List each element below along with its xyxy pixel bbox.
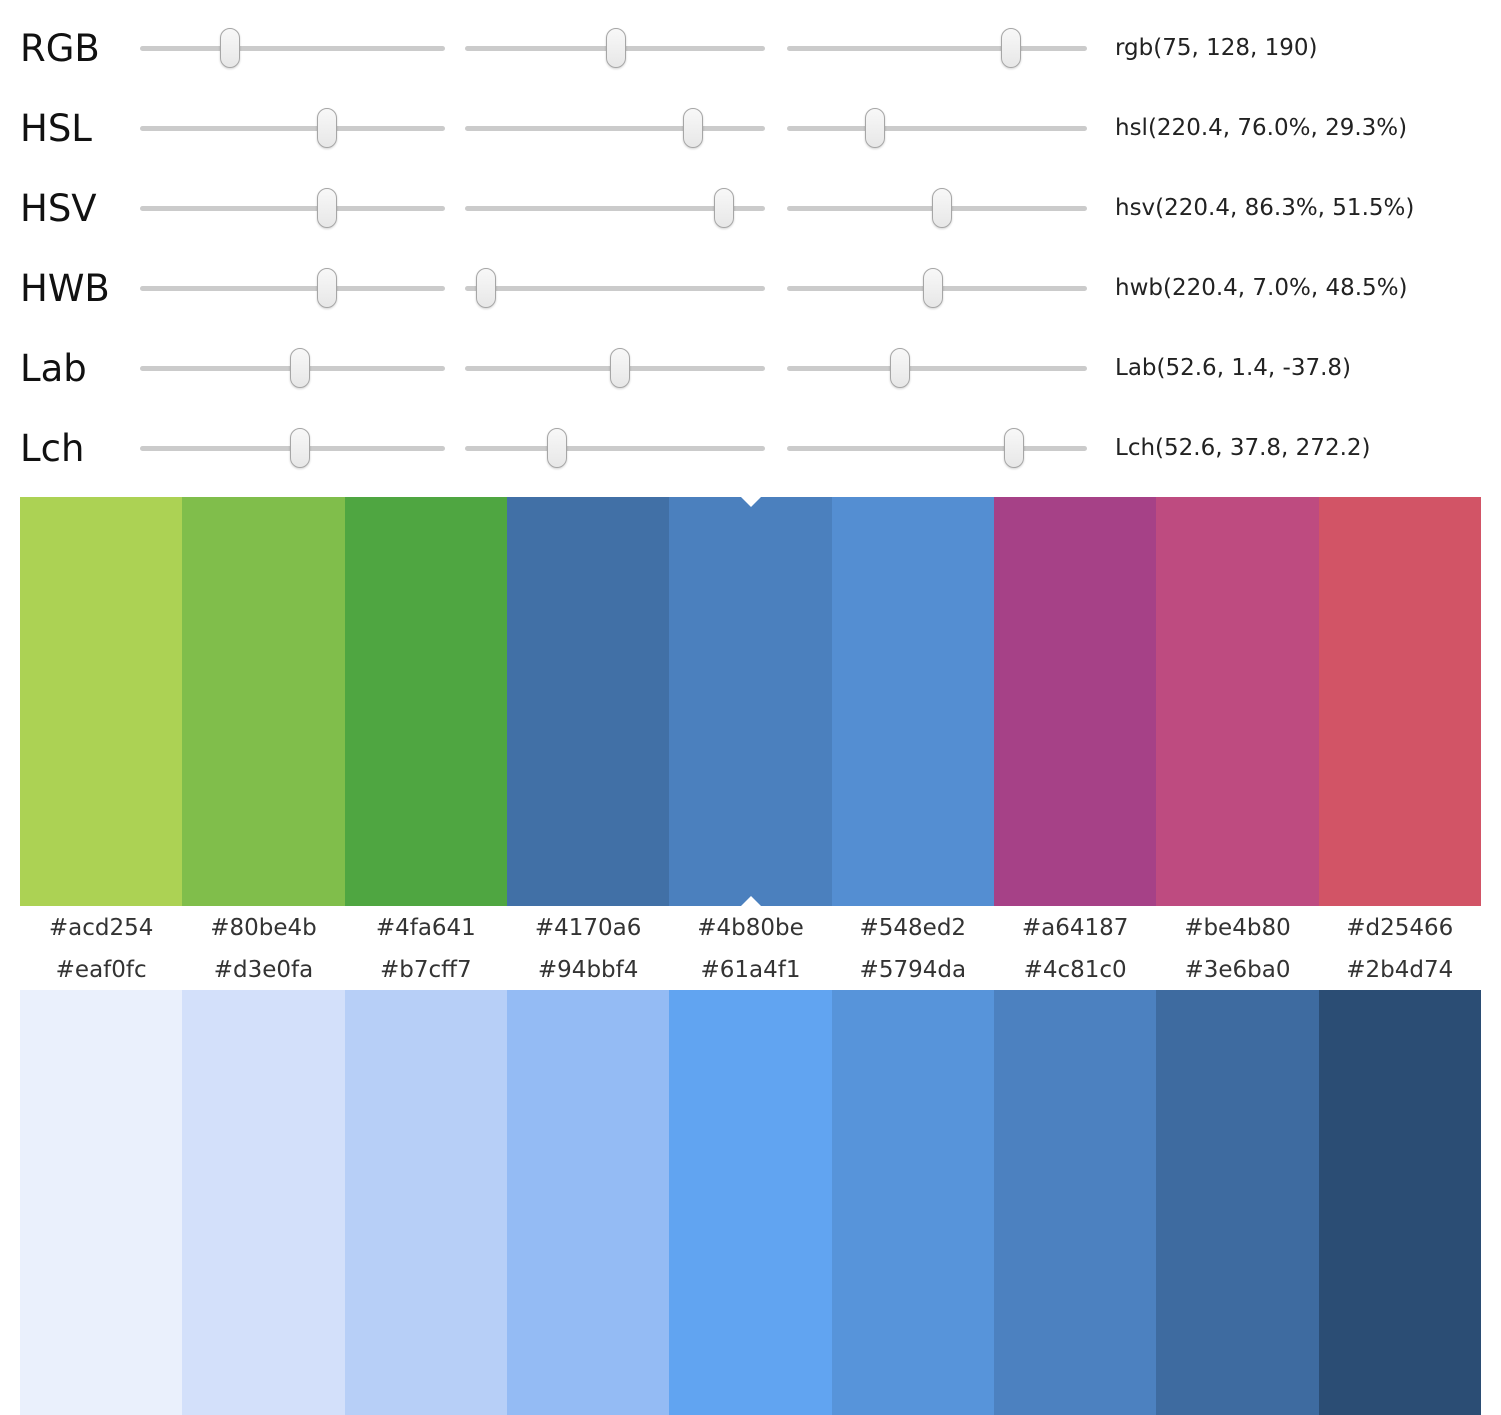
hsl-slider-track-3[interactable] [787, 108, 1087, 148]
hwb-slider-thumb-2[interactable] [476, 268, 496, 308]
tint-hex-label-6: #5794da [859, 957, 967, 983]
lab-slider-thumb-1[interactable] [290, 348, 311, 388]
colorspace-label-rgb: RGB [20, 26, 100, 70]
colorspace-label-lab: Lab [20, 346, 87, 390]
hue-hex-label-7: #a64187 [1021, 915, 1129, 941]
rgb-slider-track-1[interactable] [140, 28, 445, 68]
rgb-slider-track-2[interactable] [465, 28, 765, 68]
hwb-slider-track-2[interactable] [465, 268, 765, 308]
slider-row-hwb: HWB hwb(220.4, 7.0%, 48.5%) [0, 248, 1501, 328]
tint-swatch-1[interactable] [20, 990, 183, 1415]
hue-hex-label-3: #4fa641 [375, 915, 476, 941]
colorspace-label-lch: Lch [20, 426, 85, 470]
hue-hex-label-9: #d25466 [1346, 915, 1454, 941]
slider-row-hsv: HSV hsv(220.4, 86.3%, 51.5%) [0, 168, 1501, 248]
hue-swatch-1[interactable] [20, 497, 183, 906]
colorspace-label-hsl: HSL [20, 106, 92, 150]
hue-hex-label-2: #80be4b [210, 915, 317, 941]
lab-value-text: Lab(52.6, 1.4, -37.8) [1115, 355, 1351, 381]
lab-slider-thumb-2[interactable] [609, 348, 630, 388]
hue-swatch-7[interactable] [993, 497, 1157, 906]
lch-value-text: Lch(52.6, 37.8, 272.2) [1115, 435, 1371, 461]
rgb-slider-thumb-3[interactable] [1000, 28, 1021, 68]
tint-swatch-6[interactable] [831, 990, 994, 1415]
lab-slider-track-3[interactable] [787, 348, 1087, 388]
tint-swatch-7[interactable] [993, 990, 1157, 1415]
selected-swatch-notch-top [740, 497, 761, 507]
hsl-slider-thumb-2[interactable] [683, 108, 703, 148]
hue-hex-label-1: #acd254 [48, 915, 154, 941]
tint-hex-label-5: #61a4f1 [700, 957, 801, 983]
hue-swatch-4[interactable] [506, 497, 670, 906]
hue-swatch-2[interactable] [182, 497, 345, 906]
tint-hex-label-2: #d3e0fa [213, 957, 314, 983]
hue-palette-strip [20, 497, 1481, 906]
tint-hex-label-7: #4c81c0 [1023, 957, 1127, 983]
hsl-slider-thumb-3[interactable] [864, 108, 885, 148]
colorspace-label-hsv: HSV [20, 186, 97, 230]
hwb-value-text: hwb(220.4, 7.0%, 48.5%) [1115, 275, 1408, 301]
lab-slider-thumb-3[interactable] [889, 348, 910, 388]
hsv-slider-track-3[interactable] [787, 188, 1087, 228]
slider-row-lab: Lab Lab(52.6, 1.4, -37.8) [0, 328, 1501, 408]
hue-hex-labels: #acd254 #80be4b #4fa641 #4170a6 #4b80be … [20, 906, 1481, 950]
hwb-slider-track-3[interactable] [787, 268, 1087, 308]
hue-hex-label-6: #548ed2 [859, 915, 967, 941]
hsv-slider-thumb-1[interactable] [316, 188, 337, 228]
hwb-slider-thumb-1[interactable] [316, 268, 337, 308]
lch-slider-track-3[interactable] [787, 428, 1087, 468]
lab-slider-track-2[interactable] [465, 348, 765, 388]
hsl-slider-track-2[interactable] [465, 108, 765, 148]
tint-hex-label-4: #94bbf4 [537, 957, 639, 983]
tint-hex-labels: #eaf0fc #d3e0fa #b7cff7 #94bbf4 #61a4f1 … [20, 950, 1481, 990]
lch-slider-thumb-1[interactable] [290, 428, 311, 468]
hue-swatch-3[interactable] [344, 497, 507, 906]
tint-swatch-5[interactable] [669, 990, 832, 1415]
rgb-slider-thumb-1[interactable] [219, 28, 240, 68]
hsl-slider-thumb-1[interactable] [316, 108, 337, 148]
lch-slider-thumb-3[interactable] [1003, 428, 1024, 468]
hsv-slider-track-1[interactable] [140, 188, 445, 228]
tint-swatch-2[interactable] [182, 990, 345, 1415]
hsv-slider-thumb-2[interactable] [713, 188, 734, 228]
rgb-slider-track-3[interactable] [787, 28, 1087, 68]
tint-swatch-9[interactable] [1318, 990, 1481, 1415]
hwb-slider-thumb-3[interactable] [922, 268, 943, 308]
lab-slider-track-1[interactable] [140, 348, 445, 388]
tint-swatch-3[interactable] [344, 990, 507, 1415]
lch-slider-track-1[interactable] [140, 428, 445, 468]
selected-swatch-notch-bottom [740, 896, 761, 906]
rgb-value-text: rgb(75, 128, 190) [1115, 35, 1318, 61]
hsv-value-text: hsv(220.4, 86.3%, 51.5%) [1115, 195, 1415, 221]
hue-swatch-9[interactable] [1318, 497, 1481, 906]
tint-palette-strip [20, 990, 1481, 1415]
hue-swatch-6[interactable] [831, 497, 994, 906]
tint-hex-label-9: #2b4d74 [1346, 957, 1454, 983]
tint-hex-label-8: #3e6ba0 [1184, 957, 1291, 983]
rgb-slider-thumb-2[interactable] [605, 28, 626, 68]
hsl-slider-track-1[interactable] [140, 108, 445, 148]
hue-hex-label-8: #be4b80 [1184, 915, 1291, 941]
hue-swatch-5-selected[interactable] [669, 497, 832, 906]
hue-hex-label-5: #4b80be [697, 915, 804, 941]
tint-hex-label-1: #eaf0fc [55, 957, 147, 983]
lch-slider-thumb-2[interactable] [547, 428, 568, 468]
tint-swatch-8[interactable] [1156, 990, 1319, 1415]
hue-hex-label-4: #4170a6 [534, 915, 642, 941]
lch-slider-track-2[interactable] [465, 428, 765, 468]
slider-row-rgb: RGB rgb(75, 128, 190) [0, 8, 1501, 88]
slider-row-hsl: HSL hsl(220.4, 76.0%, 29.3%) [0, 88, 1501, 168]
color-sliders-panel: RGB rgb(75, 128, 190) HSL hsl(220.4, 76.… [0, 0, 1501, 488]
slider-row-lch: Lch Lch(52.6, 37.8, 272.2) [0, 408, 1501, 488]
hsv-slider-thumb-3[interactable] [931, 188, 952, 228]
tint-hex-label-3: #b7cff7 [380, 957, 472, 983]
colorspace-label-hwb: HWB [20, 266, 110, 310]
tint-swatch-4[interactable] [506, 990, 670, 1415]
hue-swatch-8[interactable] [1156, 497, 1319, 906]
hsv-slider-track-2[interactable] [465, 188, 765, 228]
hwb-slider-track-1[interactable] [140, 268, 445, 308]
hsl-value-text: hsl(220.4, 76.0%, 29.3%) [1115, 115, 1408, 141]
